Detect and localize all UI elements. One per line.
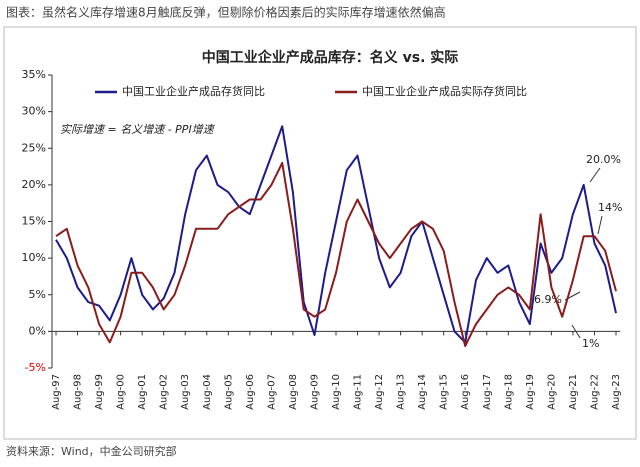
source: 资料来源：Wind，中金公司研究部 xyxy=(6,444,177,458)
y-tick-label: 0% xyxy=(29,324,46,337)
leader xyxy=(589,167,601,183)
annotation: 14% xyxy=(598,201,622,214)
x-tick-label: Aug-07 xyxy=(266,374,277,410)
y-tick-label: 30% xyxy=(22,105,46,118)
x-tick-label: Aug-00 xyxy=(116,374,127,410)
series-line xyxy=(55,125,617,344)
annotation: 实际增速 = 名义增速 - PPI增速 xyxy=(60,123,216,136)
x-tick-label: Aug-13 xyxy=(396,374,407,410)
y-tick-label: 35% xyxy=(22,68,46,81)
x-tick-label: Aug-21 xyxy=(568,374,579,410)
x-tick-label: Aug-16 xyxy=(460,374,471,410)
header-title: 图表：虽然名义库存增速8月触底反弹，但剔除价格因素后的实际库存增速依然偏高 xyxy=(6,5,446,20)
y-tick-label: 5% xyxy=(29,288,46,301)
y-tick-label: 25% xyxy=(22,141,46,154)
x-tick-label: Aug-98 xyxy=(73,374,84,410)
x-tick-label: Aug-12 xyxy=(374,374,385,410)
x-tick-label: Aug-03 xyxy=(180,374,191,410)
x-tick-label: Aug-18 xyxy=(503,374,514,410)
chart-title: 中国工业企业产成品库存：名义 vs. 实际 xyxy=(202,49,459,66)
x-tick-label: Aug-08 xyxy=(288,374,299,410)
x-tick-label: Aug-06 xyxy=(245,374,256,410)
series-line xyxy=(55,161,617,347)
x-tick-label: Aug-01 xyxy=(137,374,148,410)
y-tick-label: 15% xyxy=(22,215,46,228)
x-tick-label: Aug-23 xyxy=(611,374,622,410)
y-tick-label: -5% xyxy=(25,361,46,374)
x-tick-label: Aug-04 xyxy=(202,374,213,410)
x-tick-label: Aug-17 xyxy=(482,374,493,410)
annotation: 20.0% xyxy=(586,153,621,166)
x-tick-label: Aug-19 xyxy=(525,374,536,410)
annotation: 1% xyxy=(582,337,599,350)
x-tick-label: Aug-10 xyxy=(331,374,342,410)
x-tick-label: Aug-02 xyxy=(159,374,170,410)
legend-label: 中国工业企业产成品实际存货同比 xyxy=(362,84,527,98)
legend-label: 中国工业企业产成品存货同比 xyxy=(122,84,265,98)
x-tick-label: Aug-05 xyxy=(223,374,234,410)
x-tick-label: Aug-09 xyxy=(309,374,320,410)
y-tick-label: 10% xyxy=(22,251,46,264)
x-tick-label: Aug-99 xyxy=(94,374,105,410)
x-tick-label: Aug-22 xyxy=(589,374,600,410)
y-tick-label: 20% xyxy=(22,178,46,191)
x-tick-label: Aug-20 xyxy=(546,374,557,410)
x-tick-label: Aug-97 xyxy=(51,374,62,410)
x-tick-label: Aug-11 xyxy=(353,374,364,410)
leader xyxy=(597,215,603,235)
x-tick-label: Aug-14 xyxy=(417,374,428,410)
frame xyxy=(3,26,637,440)
x-tick-label: Aug-15 xyxy=(439,374,450,410)
